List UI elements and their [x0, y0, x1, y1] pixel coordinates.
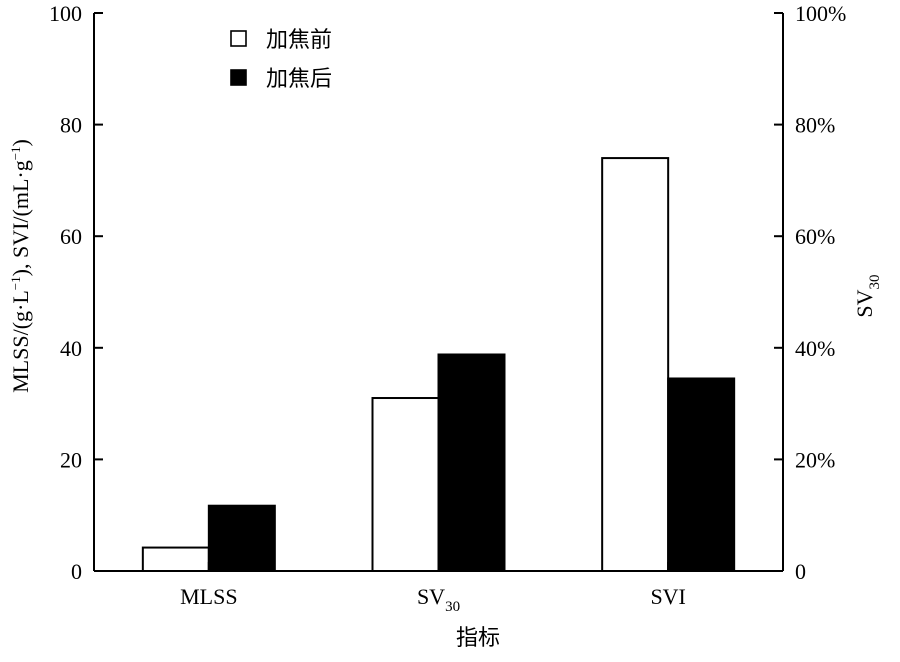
bars-group	[141, 157, 736, 573]
left-y-tick-label: 100	[49, 1, 82, 26]
bar-after-2	[667, 377, 736, 572]
ylabel-part-1: MLSS/(g·L	[8, 290, 33, 393]
right-y-tick-label: 60%	[795, 224, 835, 249]
bar-before-0	[141, 546, 210, 573]
right-y-axis-title: SV30	[852, 274, 883, 317]
left-y-tick-label: 60	[60, 224, 82, 249]
bar-before-2	[601, 157, 670, 573]
right-y-tick-label: 80%	[795, 113, 835, 138]
legend-swatch-after	[230, 69, 247, 86]
right-y-tick-label: 100%	[795, 1, 846, 26]
bar-after-0	[207, 504, 276, 572]
x-tick-label: SV30	[417, 584, 460, 615]
right-y-tick-label: 40%	[795, 336, 835, 361]
ylabel-part-3: )	[8, 139, 33, 146]
legend-label-before: 加焦前	[266, 28, 332, 53]
x-tick-label: MLSS	[180, 584, 237, 609]
bar-before-1	[371, 397, 440, 572]
left-y-ticks: 0 20 40 60 80 100	[49, 1, 103, 584]
left-y-tick-label: 0	[71, 559, 82, 584]
right-y-tick-label: 20%	[795, 447, 835, 472]
ylabel-part-2: ), SVI/(mL·g	[8, 160, 33, 276]
legend-label-after: 加焦后	[266, 67, 332, 92]
left-y-tick-label: 80	[60, 113, 82, 138]
left-y-tick-label: 20	[60, 447, 82, 472]
left-y-axis-title: MLSS/(g·L−1), SVI/(mL·g−1)	[8, 139, 33, 393]
y2label-base: SV	[852, 289, 877, 317]
ylabel-sup-1: −1	[8, 276, 23, 290]
ylabel-sup-2: −1	[8, 146, 23, 160]
x-tick-label: SVI	[650, 584, 685, 609]
bar-after-1	[437, 353, 506, 572]
right-y-ticks: 0 20% 40% 60% 80% 100%	[774, 1, 846, 584]
right-y-tick-label: 0	[795, 559, 806, 584]
left-y-tick-label: 40	[60, 336, 82, 361]
x-axis-title: 指标	[456, 625, 500, 650]
x-ticks: MLSS SV30 SVI	[180, 562, 686, 615]
y2label-sub: 30	[867, 274, 883, 289]
legend-swatch-before	[230, 30, 247, 47]
